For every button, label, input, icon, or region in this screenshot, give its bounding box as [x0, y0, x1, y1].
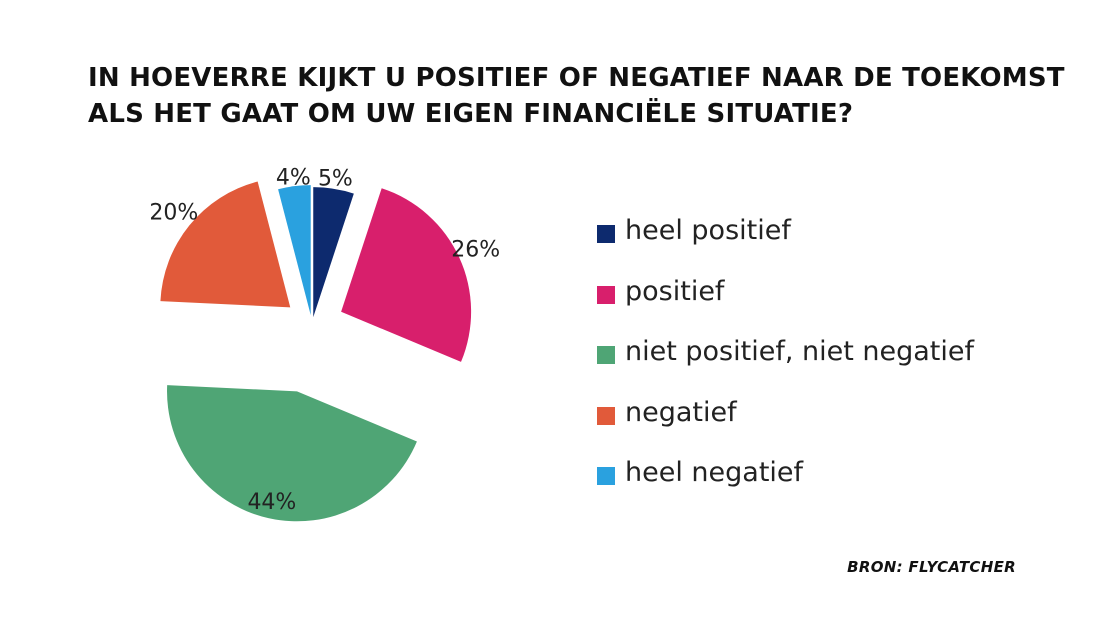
- legend-swatch-negatief: [597, 406, 615, 425]
- pie-chart: 5% 26% 44% 20% 4%: [149, 166, 500, 522]
- legend-label-heel-positief: heel positief: [625, 215, 791, 246]
- pie-label-heel-negatief: 4%: [276, 166, 311, 191]
- legend-label-heel-negatief: heel negatief: [625, 457, 804, 488]
- chart-title: IN HOEVERRE KIJKT U POSITIEF OF NEGATIEF…: [88, 60, 1065, 132]
- legend-swatch-heel-negatief: [597, 467, 615, 485]
- pie-label-positief: 26%: [451, 238, 500, 263]
- legend-swatch-positief: [597, 285, 615, 304]
- source-credit: BRON: FLYCATCHER: [847, 558, 1016, 576]
- pie-slice-heel-negatief: [278, 185, 311, 316]
- pie-label-heel-positief: 5%: [318, 166, 353, 191]
- pie-label-niet-positief-niet-negatief: 44%: [247, 490, 296, 515]
- legend-label-niet-positief-niet-negatief: niet positief, niet negatief: [625, 336, 974, 367]
- pie-slice-niet-positief-niet-negatief: [167, 385, 417, 522]
- pie-slice-positief: [341, 188, 472, 362]
- legend-swatch-niet-positief-niet-negatief: [597, 346, 615, 364]
- chart-title-line-1: IN HOEVERRE KIJKT U POSITIEF OF NEGATIEF…: [88, 63, 1065, 93]
- pie-label-negatief: 20%: [149, 200, 198, 225]
- legend-swatch-heel-positief: [597, 225, 615, 243]
- legend-label-positief: positief: [625, 275, 725, 307]
- chart-title-line-2: ALS HET GAAT OM UW EIGEN FINANCIËLE SITU…: [88, 99, 854, 129]
- pie-slice-negatief: [160, 181, 291, 308]
- legend-label-negatief: negatief: [625, 396, 737, 428]
- pie-slice-heel-positief: [313, 187, 354, 318]
